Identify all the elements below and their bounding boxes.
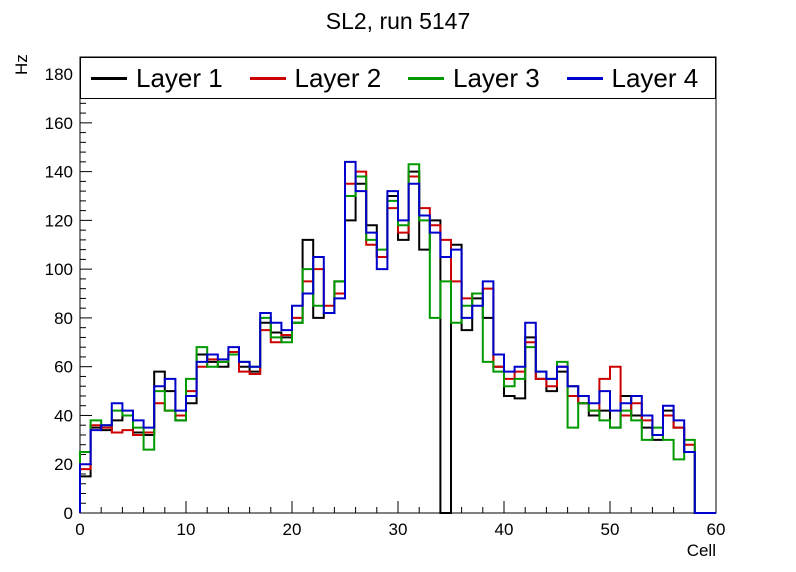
legend-line-sample [91, 76, 127, 80]
histogram-series-layer-2 [79, 170, 716, 514]
legend-entry-layer-2: Layer 2 [240, 65, 399, 91]
legend-entry-layer-1: Layer 1 [81, 65, 240, 91]
legend-entry-layer-4: Layer 4 [557, 65, 716, 91]
legend-entry-layer-3: Layer 3 [398, 65, 557, 91]
y-tick-label: 160 [45, 114, 73, 133]
legend-line-sample [408, 76, 444, 80]
y-tick-label: 140 [45, 163, 73, 182]
y-tick-label: 120 [45, 211, 73, 230]
x-tick-label: 30 [389, 520, 408, 539]
y-tick-label: 0 [64, 504, 73, 523]
chart-title: SL2, run 5147 [325, 8, 471, 34]
y-axis-title: Hz [12, 54, 31, 75]
y-tick-label: 100 [45, 260, 73, 279]
x-tick-label: 10 [177, 520, 196, 539]
y-tick-label: 180 [45, 65, 73, 84]
x-tick-label: 20 [283, 520, 302, 539]
legend-entry-label: Layer 3 [453, 63, 540, 93]
x-axis-title: Cell [687, 541, 716, 560]
x-tick-label: 50 [601, 520, 620, 539]
y-tick-label: 40 [54, 406, 73, 425]
y-tick-label: 80 [54, 309, 73, 328]
y-tick-label: 60 [54, 358, 73, 377]
x-tick-label: 40 [495, 520, 514, 539]
legend-entry-label: Layer 2 [294, 63, 382, 93]
legend: Layer 1 Layer 2 Layer 3 Layer 4 [80, 57, 716, 99]
histogram-series-layer-3 [79, 163, 716, 514]
x-tick-label: 0 [75, 520, 84, 539]
x-tick-label: 60 [707, 520, 726, 539]
plot-frame [79, 56, 717, 514]
legend-line-sample [249, 76, 286, 80]
legend-line-sample [566, 76, 603, 80]
legend-entry-label: Layer 1 [136, 63, 223, 93]
legend-entry-label: Layer 4 [611, 63, 699, 93]
y-tick-label: 20 [54, 455, 73, 474]
histogram-series-layer-4 [79, 160, 716, 514]
